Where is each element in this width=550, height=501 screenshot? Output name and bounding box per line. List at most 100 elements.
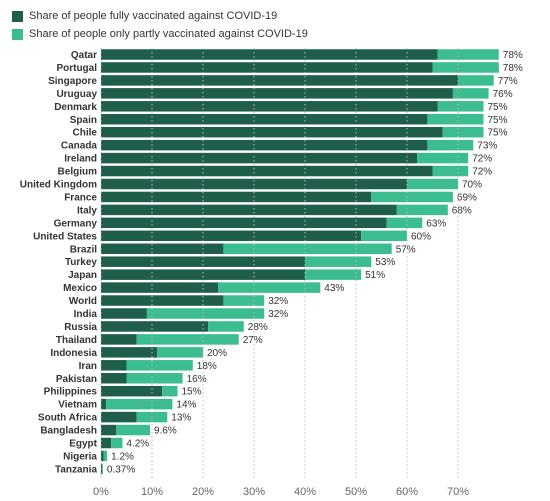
- category-label-13: Germany: [54, 218, 98, 229]
- bar-fully-23: [101, 347, 158, 358]
- bar-partly-11: [371, 191, 453, 203]
- bar-fully-18: [101, 282, 219, 293]
- category-label-11: France: [64, 192, 97, 203]
- value-label-5: 75%: [488, 115, 508, 126]
- category-label-19: World: [69, 296, 97, 307]
- category-label-0: Qatar: [71, 50, 97, 61]
- bar-fully-21: [101, 321, 209, 332]
- bar-fully-29: [101, 424, 117, 436]
- value-label-19: 32%: [268, 296, 288, 307]
- value-label-21: 28%: [248, 322, 268, 333]
- bar-fully-20: [101, 308, 147, 319]
- value-label-14: 60%: [411, 231, 431, 242]
- bar-fully-27: [101, 398, 107, 410]
- bar-partly-23: [157, 347, 203, 358]
- category-label-17: Japan: [68, 270, 97, 281]
- bar-partly-27: [106, 398, 173, 410]
- bar-partly-15: [223, 243, 392, 254]
- bar-fully-7: [101, 139, 428, 151]
- bar-partly-30: [111, 437, 123, 449]
- legend-item-partly: Share of people only partly vaccinated a…: [12, 26, 308, 42]
- bar-fully-12: [101, 204, 397, 216]
- bar-partly-2: [458, 75, 494, 86]
- category-label-27: Vietnam: [58, 400, 97, 411]
- bar-fully-26: [101, 385, 163, 397]
- category-label-4: Denmark: [54, 102, 97, 113]
- bar-partly-20: [146, 308, 265, 319]
- category-label-23: Indonesia: [50, 348, 97, 359]
- bar-fully-1: [101, 62, 433, 73]
- bar-partly-26: [162, 385, 178, 397]
- legend-item-fully: Share of people fully vaccinated against…: [12, 8, 308, 24]
- legend-label-partly: Share of people only partly vaccinated a…: [29, 28, 308, 40]
- value-label-18: 43%: [324, 283, 344, 294]
- value-label-13: 63%: [426, 218, 446, 229]
- value-label-22: 27%: [243, 335, 263, 346]
- value-label-3: 76%: [493, 89, 513, 100]
- bar-fully-32: [101, 463, 103, 475]
- category-label-6: Chile: [73, 128, 98, 139]
- category-label-2: Singapore: [48, 76, 97, 87]
- bar-partly-18: [218, 282, 321, 293]
- value-label-9: 72%: [472, 167, 492, 178]
- category-label-12: Italy: [77, 205, 97, 216]
- category-label-29: Bangladesh: [40, 426, 97, 437]
- bar-fully-24: [101, 360, 127, 371]
- category-label-30: Egypt: [69, 439, 97, 450]
- x-tick-label-4: 40%: [294, 486, 316, 498]
- bar-fully-25: [101, 373, 127, 384]
- x-tick-label-0: 0%: [93, 486, 109, 498]
- bar-fully-0: [101, 49, 438, 60]
- value-label-25: 16%: [187, 374, 207, 385]
- category-label-32: Tanzania: [55, 464, 97, 475]
- bar-fully-17: [101, 269, 305, 280]
- category-label-16: Turkey: [65, 257, 97, 268]
- bar-partly-4: [437, 101, 484, 112]
- value-label-24: 18%: [197, 361, 217, 372]
- value-label-11: 69%: [457, 192, 477, 203]
- category-label-8: Ireland: [64, 154, 97, 165]
- bar-fully-31: [101, 450, 104, 462]
- bar-fully-9: [101, 165, 433, 177]
- value-label-6: 75%: [488, 128, 508, 139]
- category-label-14: United States: [33, 231, 97, 242]
- category-label-18: Mexico: [63, 283, 97, 294]
- value-label-26: 15%: [182, 387, 202, 398]
- category-label-3: Uruguay: [56, 89, 97, 100]
- bar-partly-14: [361, 230, 407, 242]
- legend-swatch-partly: [12, 28, 23, 40]
- bar-partly-29: [116, 424, 150, 436]
- value-label-1: 78%: [503, 63, 523, 74]
- bar-fully-4: [101, 101, 438, 112]
- bar-fully-3: [101, 88, 453, 99]
- bar-partly-16: [305, 256, 372, 267]
- bar-partly-7: [427, 139, 474, 151]
- bar-partly-6: [442, 126, 484, 138]
- bar-fully-13: [101, 217, 387, 229]
- x-tick-label-7: 70%: [447, 486, 469, 498]
- value-label-4: 75%: [488, 102, 508, 113]
- value-label-23: 20%: [207, 348, 227, 359]
- value-label-16: 53%: [375, 257, 395, 268]
- category-label-25: Pakistan: [56, 374, 97, 385]
- bar-partly-19: [223, 295, 265, 306]
- bar-fully-30: [101, 437, 112, 449]
- category-label-15: Brazil: [70, 244, 97, 255]
- legend: Share of people fully vaccinated against…: [12, 8, 308, 44]
- value-label-29: 9.6%: [154, 426, 177, 437]
- value-label-0: 78%: [503, 50, 523, 61]
- category-label-1: Portugal: [56, 63, 97, 74]
- category-label-10: United Kingdom: [20, 180, 97, 191]
- bar-partly-22: [136, 334, 239, 345]
- bar-partly-12: [396, 204, 448, 216]
- bar-fully-19: [101, 295, 224, 306]
- bar-partly-32: [102, 463, 103, 475]
- value-label-7: 73%: [477, 141, 497, 152]
- bar-partly-25: [126, 373, 183, 384]
- bar-fully-2: [101, 75, 458, 86]
- bar-partly-1: [432, 62, 499, 73]
- category-label-5: Spain: [70, 115, 97, 126]
- value-label-8: 72%: [472, 154, 492, 165]
- category-label-26: Philippines: [44, 387, 98, 398]
